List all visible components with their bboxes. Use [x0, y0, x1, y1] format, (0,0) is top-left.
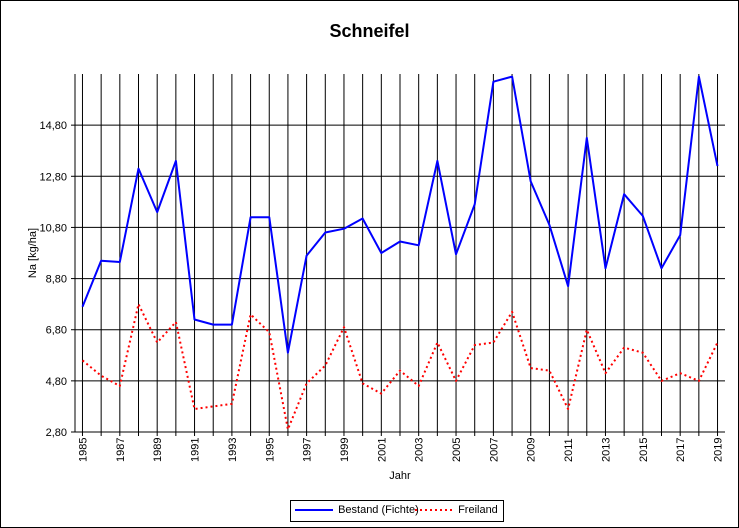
y-tick-label: 2,80: [46, 427, 67, 439]
legend-label-freiland: Freiland: [458, 504, 498, 516]
series-line-bestand: [81, 75, 719, 354]
x-tick-label: 1991: [190, 438, 202, 462]
y-tick-label: 4,80: [46, 376, 67, 388]
y-tick-label: 14,80: [39, 120, 67, 132]
x-tick-label: 1995: [264, 438, 276, 462]
legend: Bestand (Fichte) Freiland: [290, 500, 504, 522]
legend-swatch-freiland: [415, 509, 453, 512]
x-tick-label: 2005: [451, 438, 463, 462]
x-tick-label: 1987: [115, 438, 127, 462]
y-tick-label: 10,80: [39, 222, 67, 234]
legend-swatch-bestand: [295, 509, 333, 512]
y-tick-label: 12,80: [39, 171, 67, 183]
x-tick-label: 1985: [77, 438, 89, 462]
x-tick-label: 2009: [526, 438, 538, 462]
y-tick-label: 8,80: [46, 274, 67, 286]
x-tick-label: 1993: [227, 438, 239, 462]
x-tick-label: 1997: [302, 438, 314, 462]
x-tick-label: 2015: [638, 438, 650, 462]
x-tick-label: 2003: [414, 438, 426, 462]
x-tick-label: 2013: [600, 438, 612, 462]
y-axis-title: Na [kg/ha]: [27, 228, 39, 278]
x-tick-label: 1989: [152, 438, 164, 462]
x-tick-label: 2017: [675, 438, 687, 462]
legend-item-freiland: Freiland: [415, 504, 498, 516]
x-tick-label: 1999: [339, 438, 351, 462]
y-tick-label: 6,80: [46, 325, 67, 337]
series-line-freiland: [81, 303, 719, 431]
chart-title: Schneifel: [329, 21, 410, 41]
x-tick-label: 2011: [563, 438, 575, 462]
x-tick-label: 2001: [376, 438, 388, 462]
x-axis-title: Jahr: [389, 470, 411, 482]
x-tick-label: 2007: [488, 438, 500, 462]
x-tick-label: 2019: [713, 438, 725, 462]
legend-item-bestand: Bestand (Fichte): [295, 504, 419, 516]
legend-label-bestand: Bestand (Fichte): [338, 504, 419, 516]
